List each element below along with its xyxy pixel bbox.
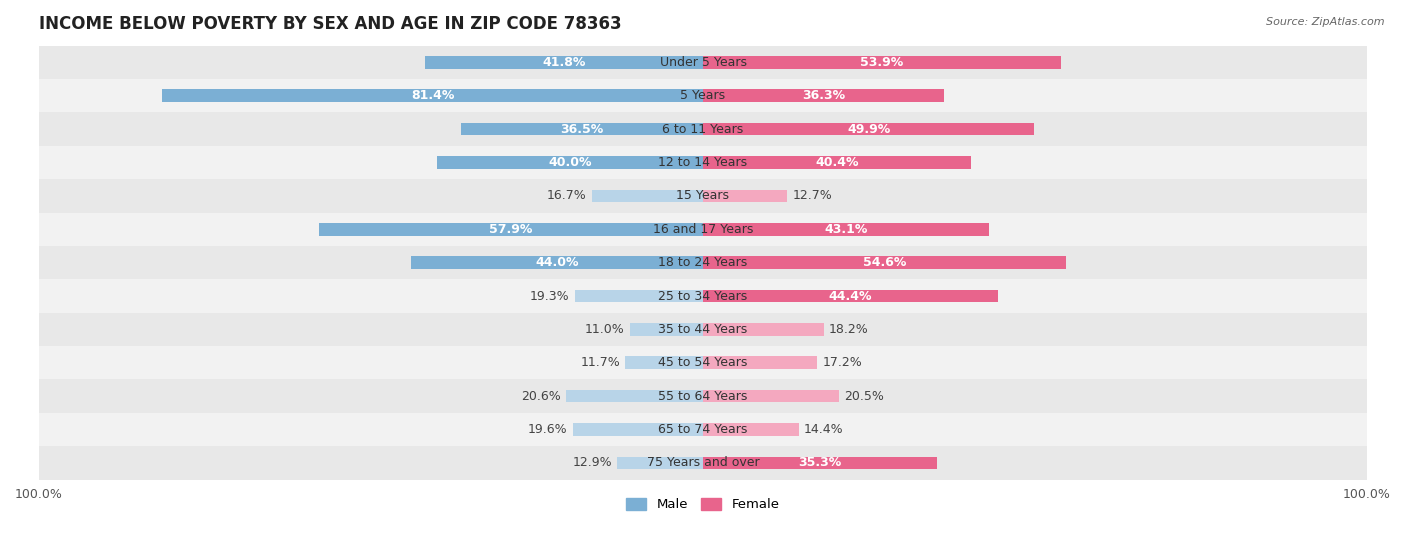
- Text: Source: ZipAtlas.com: Source: ZipAtlas.com: [1267, 17, 1385, 27]
- Text: INCOME BELOW POVERTY BY SEX AND AGE IN ZIP CODE 78363: INCOME BELOW POVERTY BY SEX AND AGE IN Z…: [39, 15, 621, 33]
- Text: 65 to 74 Years: 65 to 74 Years: [658, 423, 748, 436]
- Bar: [39, 280, 1367, 312]
- Bar: [572, 423, 703, 436]
- Bar: [39, 312, 1367, 346]
- Bar: [437, 156, 703, 169]
- Bar: [39, 112, 1367, 146]
- Bar: [703, 323, 824, 336]
- Text: 18 to 24 Years: 18 to 24 Years: [658, 256, 748, 269]
- Bar: [39, 46, 1367, 79]
- Bar: [39, 79, 1367, 112]
- Text: 5 Years: 5 Years: [681, 89, 725, 102]
- Text: 35 to 44 Years: 35 to 44 Years: [658, 323, 748, 336]
- Bar: [39, 146, 1367, 179]
- Text: 57.9%: 57.9%: [489, 222, 533, 236]
- Text: 44.0%: 44.0%: [536, 256, 579, 269]
- Bar: [630, 323, 703, 336]
- Text: 40.0%: 40.0%: [548, 156, 592, 169]
- Text: 18.2%: 18.2%: [830, 323, 869, 336]
- Text: 20.6%: 20.6%: [522, 390, 561, 402]
- Bar: [575, 290, 703, 302]
- Bar: [703, 190, 787, 202]
- Text: Under 5 Years: Under 5 Years: [659, 56, 747, 69]
- Text: 75 Years and over: 75 Years and over: [647, 456, 759, 470]
- Bar: [39, 246, 1367, 280]
- Text: 53.9%: 53.9%: [860, 56, 904, 69]
- Bar: [703, 89, 943, 102]
- Text: 44.4%: 44.4%: [828, 290, 872, 302]
- Text: 35.3%: 35.3%: [799, 456, 842, 470]
- Bar: [39, 380, 1367, 413]
- Bar: [703, 223, 990, 235]
- Bar: [703, 256, 1066, 269]
- Text: 43.1%: 43.1%: [824, 222, 868, 236]
- Bar: [39, 413, 1367, 446]
- Bar: [319, 223, 703, 235]
- Text: 12.9%: 12.9%: [572, 456, 612, 470]
- Text: 40.4%: 40.4%: [815, 156, 859, 169]
- Bar: [703, 357, 817, 369]
- Bar: [39, 179, 1367, 212]
- Text: 36.5%: 36.5%: [560, 122, 603, 136]
- Bar: [703, 457, 938, 469]
- Text: 55 to 64 Years: 55 to 64 Years: [658, 390, 748, 402]
- Bar: [461, 123, 703, 135]
- Bar: [703, 156, 972, 169]
- Text: 16 and 17 Years: 16 and 17 Years: [652, 222, 754, 236]
- Bar: [703, 56, 1062, 69]
- Bar: [39, 346, 1367, 380]
- Bar: [703, 423, 799, 436]
- Text: 16.7%: 16.7%: [547, 190, 586, 202]
- Text: 49.9%: 49.9%: [846, 122, 890, 136]
- Bar: [703, 290, 998, 302]
- Bar: [617, 457, 703, 469]
- Text: 11.0%: 11.0%: [585, 323, 624, 336]
- Text: 19.6%: 19.6%: [527, 423, 568, 436]
- Text: 14.4%: 14.4%: [804, 423, 844, 436]
- Bar: [703, 123, 1035, 135]
- Text: 20.5%: 20.5%: [845, 390, 884, 402]
- Bar: [39, 446, 1367, 480]
- Text: 15 Years: 15 Years: [676, 190, 730, 202]
- Text: 54.6%: 54.6%: [863, 256, 905, 269]
- Legend: Male, Female: Male, Female: [621, 492, 785, 517]
- Text: 12.7%: 12.7%: [793, 190, 832, 202]
- Bar: [163, 89, 703, 102]
- Bar: [626, 357, 703, 369]
- Text: 12 to 14 Years: 12 to 14 Years: [658, 156, 748, 169]
- Text: 17.2%: 17.2%: [823, 356, 862, 369]
- Bar: [411, 256, 703, 269]
- Text: 6 to 11 Years: 6 to 11 Years: [662, 122, 744, 136]
- Text: 81.4%: 81.4%: [411, 89, 454, 102]
- Bar: [426, 56, 703, 69]
- Text: 41.8%: 41.8%: [543, 56, 586, 69]
- Bar: [592, 190, 703, 202]
- Text: 36.3%: 36.3%: [801, 89, 845, 102]
- Bar: [703, 390, 839, 402]
- Text: 25 to 34 Years: 25 to 34 Years: [658, 290, 748, 302]
- Bar: [39, 212, 1367, 246]
- Text: 45 to 54 Years: 45 to 54 Years: [658, 356, 748, 369]
- Text: 11.7%: 11.7%: [581, 356, 620, 369]
- Text: 19.3%: 19.3%: [530, 290, 569, 302]
- Bar: [567, 390, 703, 402]
